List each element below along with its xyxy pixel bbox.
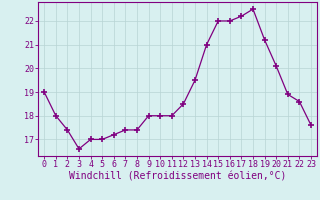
X-axis label: Windchill (Refroidissement éolien,°C): Windchill (Refroidissement éolien,°C) [69,172,286,182]
